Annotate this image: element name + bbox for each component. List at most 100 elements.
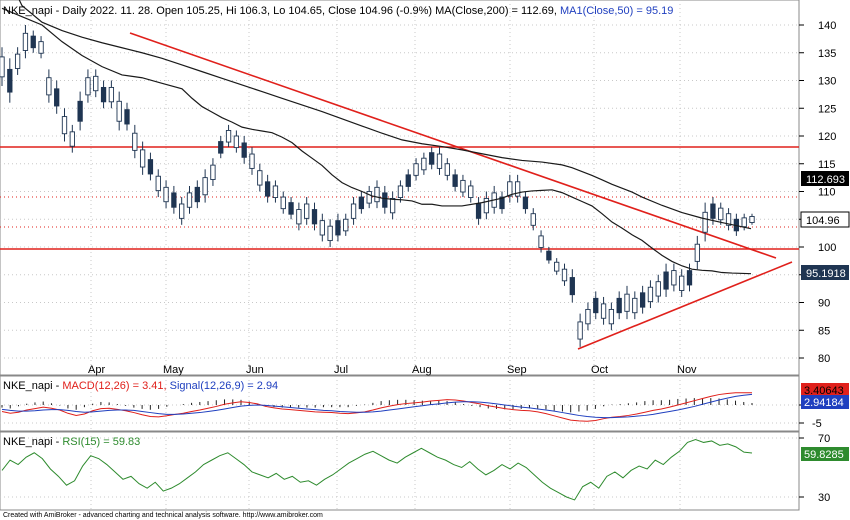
price-tick-label: 135 <box>818 48 836 60</box>
ma50-badge: 95.1918 <box>801 265 849 280</box>
candle-body-down <box>710 203 716 219</box>
price-tick-label: 100 <box>818 242 836 254</box>
candle-body-up <box>85 77 91 96</box>
candle-body-down <box>77 100 83 122</box>
ma200-line <box>18 0 752 230</box>
candle-body-up <box>694 243 700 262</box>
price-tick-label: 115 <box>818 159 836 171</box>
price-tick-label: 120 <box>818 131 836 143</box>
candle-body-up <box>61 116 68 135</box>
candle-body-up <box>304 203 310 219</box>
candle-body-down <box>288 202 294 215</box>
candle-body-up <box>46 77 52 96</box>
candle-body-down <box>335 220 341 236</box>
candle-body-up <box>608 308 615 325</box>
month-label: Apr <box>88 364 105 376</box>
rsi-tick-label: 70 <box>818 433 830 445</box>
candle-body-down <box>7 68 13 93</box>
candle-body-down <box>663 271 669 290</box>
candle-body-up <box>679 275 685 291</box>
macd-histogram <box>1 398 753 413</box>
price-axis-ticks: 80859095100105110115120125130135140 <box>799 20 836 365</box>
candle-body-down <box>405 174 411 187</box>
candle-body-up <box>538 235 544 248</box>
candle-body-up <box>397 185 404 198</box>
candle-body-up <box>139 149 146 168</box>
candle-body-up <box>163 186 169 203</box>
price-tick-label: 90 <box>818 298 830 310</box>
candle-body-up <box>436 153 443 169</box>
candle-body-down <box>218 141 224 154</box>
candle-body-down <box>429 152 435 165</box>
candle-body-up <box>577 321 583 340</box>
macd-title-macd: MACD(12,26) = 3.41, <box>62 380 169 392</box>
signal-badge: 2.94184 <box>801 395 849 409</box>
candle-body-up <box>38 41 44 54</box>
candle-body-up <box>366 191 372 204</box>
ma50-line <box>1 7 752 275</box>
signal-line <box>1 393 753 419</box>
candle-body-up <box>460 179 466 193</box>
candle-body-down <box>54 88 60 107</box>
candle-body-down <box>616 297 622 314</box>
downtrend-line <box>129 32 777 259</box>
candle-body-down <box>100 86 107 103</box>
candle-body-up <box>179 203 185 219</box>
candle-body-down <box>171 192 177 208</box>
signal-badge-text: 2.94184 <box>804 397 844 409</box>
candle-body-down <box>522 196 529 210</box>
price-title-main: NKE_napi - Daily 2022. 11. 28. Open 105.… <box>3 5 560 17</box>
candle-body-up <box>632 297 638 314</box>
candle-body-up <box>749 216 755 223</box>
candle-body-up <box>647 286 654 303</box>
candle-body-down <box>358 196 365 210</box>
candle-body-up <box>350 203 357 219</box>
candle-body-up <box>280 196 286 210</box>
candle-body-down <box>194 186 200 203</box>
price-tick-label: 80 <box>818 353 830 365</box>
candle-body-up <box>389 197 396 214</box>
candle-body-down <box>241 142 247 158</box>
candle-body-down <box>311 209 318 225</box>
candle-body-up <box>413 163 419 176</box>
candle-body-up <box>186 192 193 208</box>
candle-body-up <box>108 86 115 103</box>
macd-badge-text: 3.40643 <box>804 385 844 397</box>
candle-body-up <box>507 181 513 197</box>
candle-body-up <box>671 270 677 286</box>
macd-badge: 3.40643 <box>801 383 849 397</box>
ma200-badge-text: 112.693 <box>806 174 845 186</box>
month-axis-labels: Apr May Jun Jul Aug Sep Oct Nov <box>88 364 697 376</box>
month-label: Oct <box>591 364 608 376</box>
candle-body-down <box>382 192 388 208</box>
candle-body-up <box>116 100 122 122</box>
rsi-tick-label: 30 <box>818 492 830 504</box>
candle-body-up <box>210 164 216 180</box>
candle-body-up <box>718 207 724 221</box>
candle-body-up <box>374 186 380 203</box>
close-badge-text: 104.96 <box>806 215 840 227</box>
macd-line <box>1 392 753 422</box>
candle-body-down <box>147 159 154 175</box>
candle-body-down <box>686 270 693 286</box>
month-label: Jun <box>246 364 264 376</box>
candle-body-up <box>296 209 302 225</box>
month-label: Aug <box>412 364 432 376</box>
candle-body-up <box>249 153 255 169</box>
candle-body-up <box>702 211 708 233</box>
candle-body-up <box>132 132 138 151</box>
candle-body-down <box>264 181 271 197</box>
ma50-badge-text: 95.1918 <box>806 268 846 280</box>
price-candles <box>0 25 755 347</box>
month-label: Nov <box>677 364 697 376</box>
candle-body-up <box>155 175 161 192</box>
rsi-badge: 59.8285 <box>801 447 849 461</box>
candle-body-down <box>475 203 482 219</box>
close-badge: 104.96 <box>800 211 850 228</box>
candle-body-down <box>546 250 552 261</box>
candle-body-up <box>0 56 5 78</box>
price-title-ma50: MA1(Close,50) = 95.19 <box>560 5 673 17</box>
price-tick-label: 130 <box>818 76 836 88</box>
price-chart-title: NKE_napi - Daily 2022. 11. 28. Open 105.… <box>3 5 673 17</box>
